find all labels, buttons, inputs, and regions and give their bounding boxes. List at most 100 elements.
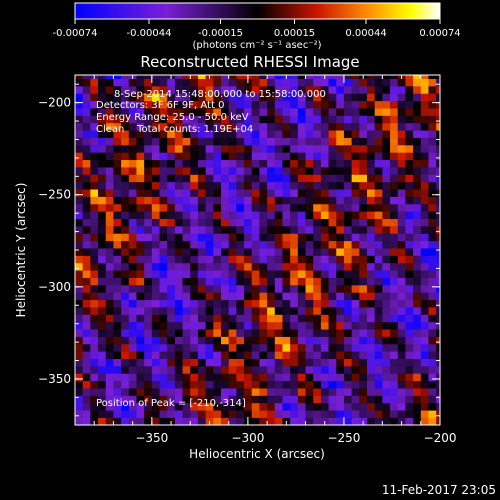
heatmap-cell [420,336,429,345]
heatmap-cell [297,122,306,131]
heatmap-cell [151,248,160,256]
heatmap-cell [390,152,399,161]
heatmap-cell [397,115,406,124]
heatmap-cell [75,388,83,396]
heatmap-cell [328,336,337,345]
heatmap-cell [236,299,245,308]
heatmap-cell [405,137,414,146]
heatmap-cell [328,262,337,271]
heatmap-cell [390,248,399,256]
heatmap-cell [82,410,91,418]
heatmap-cell [190,130,199,138]
heatmap-cell [197,248,206,256]
heatmap-cell [105,174,114,183]
heatmap-cell [98,145,107,153]
heatmap-cell [90,285,99,293]
heatmap-cell [259,189,268,197]
heatmap-cell [190,137,199,146]
heatmap-cell [113,226,122,234]
annotation-detectors: Detectors: 3F 6F 9F, Att 0 [96,100,224,111]
heatmap-cell [405,358,414,367]
heatmap-cell [274,108,283,116]
heatmap-cell [105,373,114,382]
heatmap-cell [420,321,429,330]
heatmap-cell [313,226,322,234]
heatmap-cell [305,358,314,367]
heatmap-cell [244,174,253,183]
heatmap-cell [328,388,337,396]
heatmap-cell [98,395,107,404]
heatmap-cell [159,196,168,205]
heatmap-cell [190,86,199,94]
heatmap-cell [121,255,130,264]
heatmap-cell [136,100,145,109]
heatmap-cell [336,100,345,109]
heatmap-cell [213,395,222,404]
heatmap-cell [121,395,130,404]
heatmap-cell [98,93,107,102]
heatmap-cell [82,380,91,389]
heatmap-cell [420,343,429,352]
heatmap-cell [159,78,168,87]
heatmap-cell [259,75,268,79]
heatmap-cell [144,366,153,374]
heatmap-cell [351,203,360,212]
heatmap-cell [190,292,199,301]
heatmap-cell [82,174,91,183]
heatmap-cell [428,108,437,116]
heatmap-cell [167,78,176,87]
heatmap-cell [228,240,237,249]
heatmap-cell [382,233,391,242]
heatmap-cell [98,255,107,264]
annotation-peak: Position of Peak = [-210,-314] [96,398,246,409]
heatmap-cell [113,299,122,308]
heatmap-cell [282,314,291,323]
heatmap-cell [136,86,145,94]
heatmap-cell [382,417,391,425]
heatmap-cell [359,115,368,124]
heatmap-cell [267,211,276,219]
heatmap-cell [113,174,122,183]
heatmap-cell [267,321,276,330]
heatmap-cell [436,248,440,256]
heatmap-cell [259,277,268,286]
heatmap-cell [251,240,260,249]
heatmap-cell [228,203,237,212]
heatmap-cell [359,307,368,315]
heatmap-cell [98,218,107,227]
heatmap-cell [213,159,222,168]
heatmap-cell [351,167,360,175]
heatmap-cell [420,262,429,271]
heatmap-cell [244,351,253,359]
heatmap-cell [282,100,291,109]
heatmap-cell [282,255,291,264]
heatmap-cell [390,189,399,197]
footer-date: 11-Feb-2017 23:05 [382,483,496,497]
heatmap-cell [359,262,368,271]
heatmap-cell [190,189,199,197]
heatmap-cell [420,285,429,293]
heatmap-cell [105,395,114,404]
heatmap-cell [228,358,237,367]
heatmap-cell [182,307,191,315]
heatmap-cell [436,292,440,301]
heatmap-cell [290,78,299,87]
heatmap-cell [290,196,299,205]
heatmap-cell [336,299,345,308]
heatmap-cell [428,358,437,367]
heatmap-cell [144,137,153,146]
heatmap-cell [82,167,91,175]
heatmap-cell [105,417,114,425]
heatmap-cell [82,329,91,337]
heatmap-cell [98,285,107,293]
heatmap-cell [190,277,199,286]
heatmap-cell [221,108,229,116]
heatmap-cell [236,203,245,212]
heatmap-cell [405,329,414,337]
heatmap-cell [343,159,352,168]
heatmap-cell [305,417,314,425]
heatmap-cell [420,380,429,389]
heatmap-cell [413,159,422,168]
heatmap-cell [98,108,107,116]
